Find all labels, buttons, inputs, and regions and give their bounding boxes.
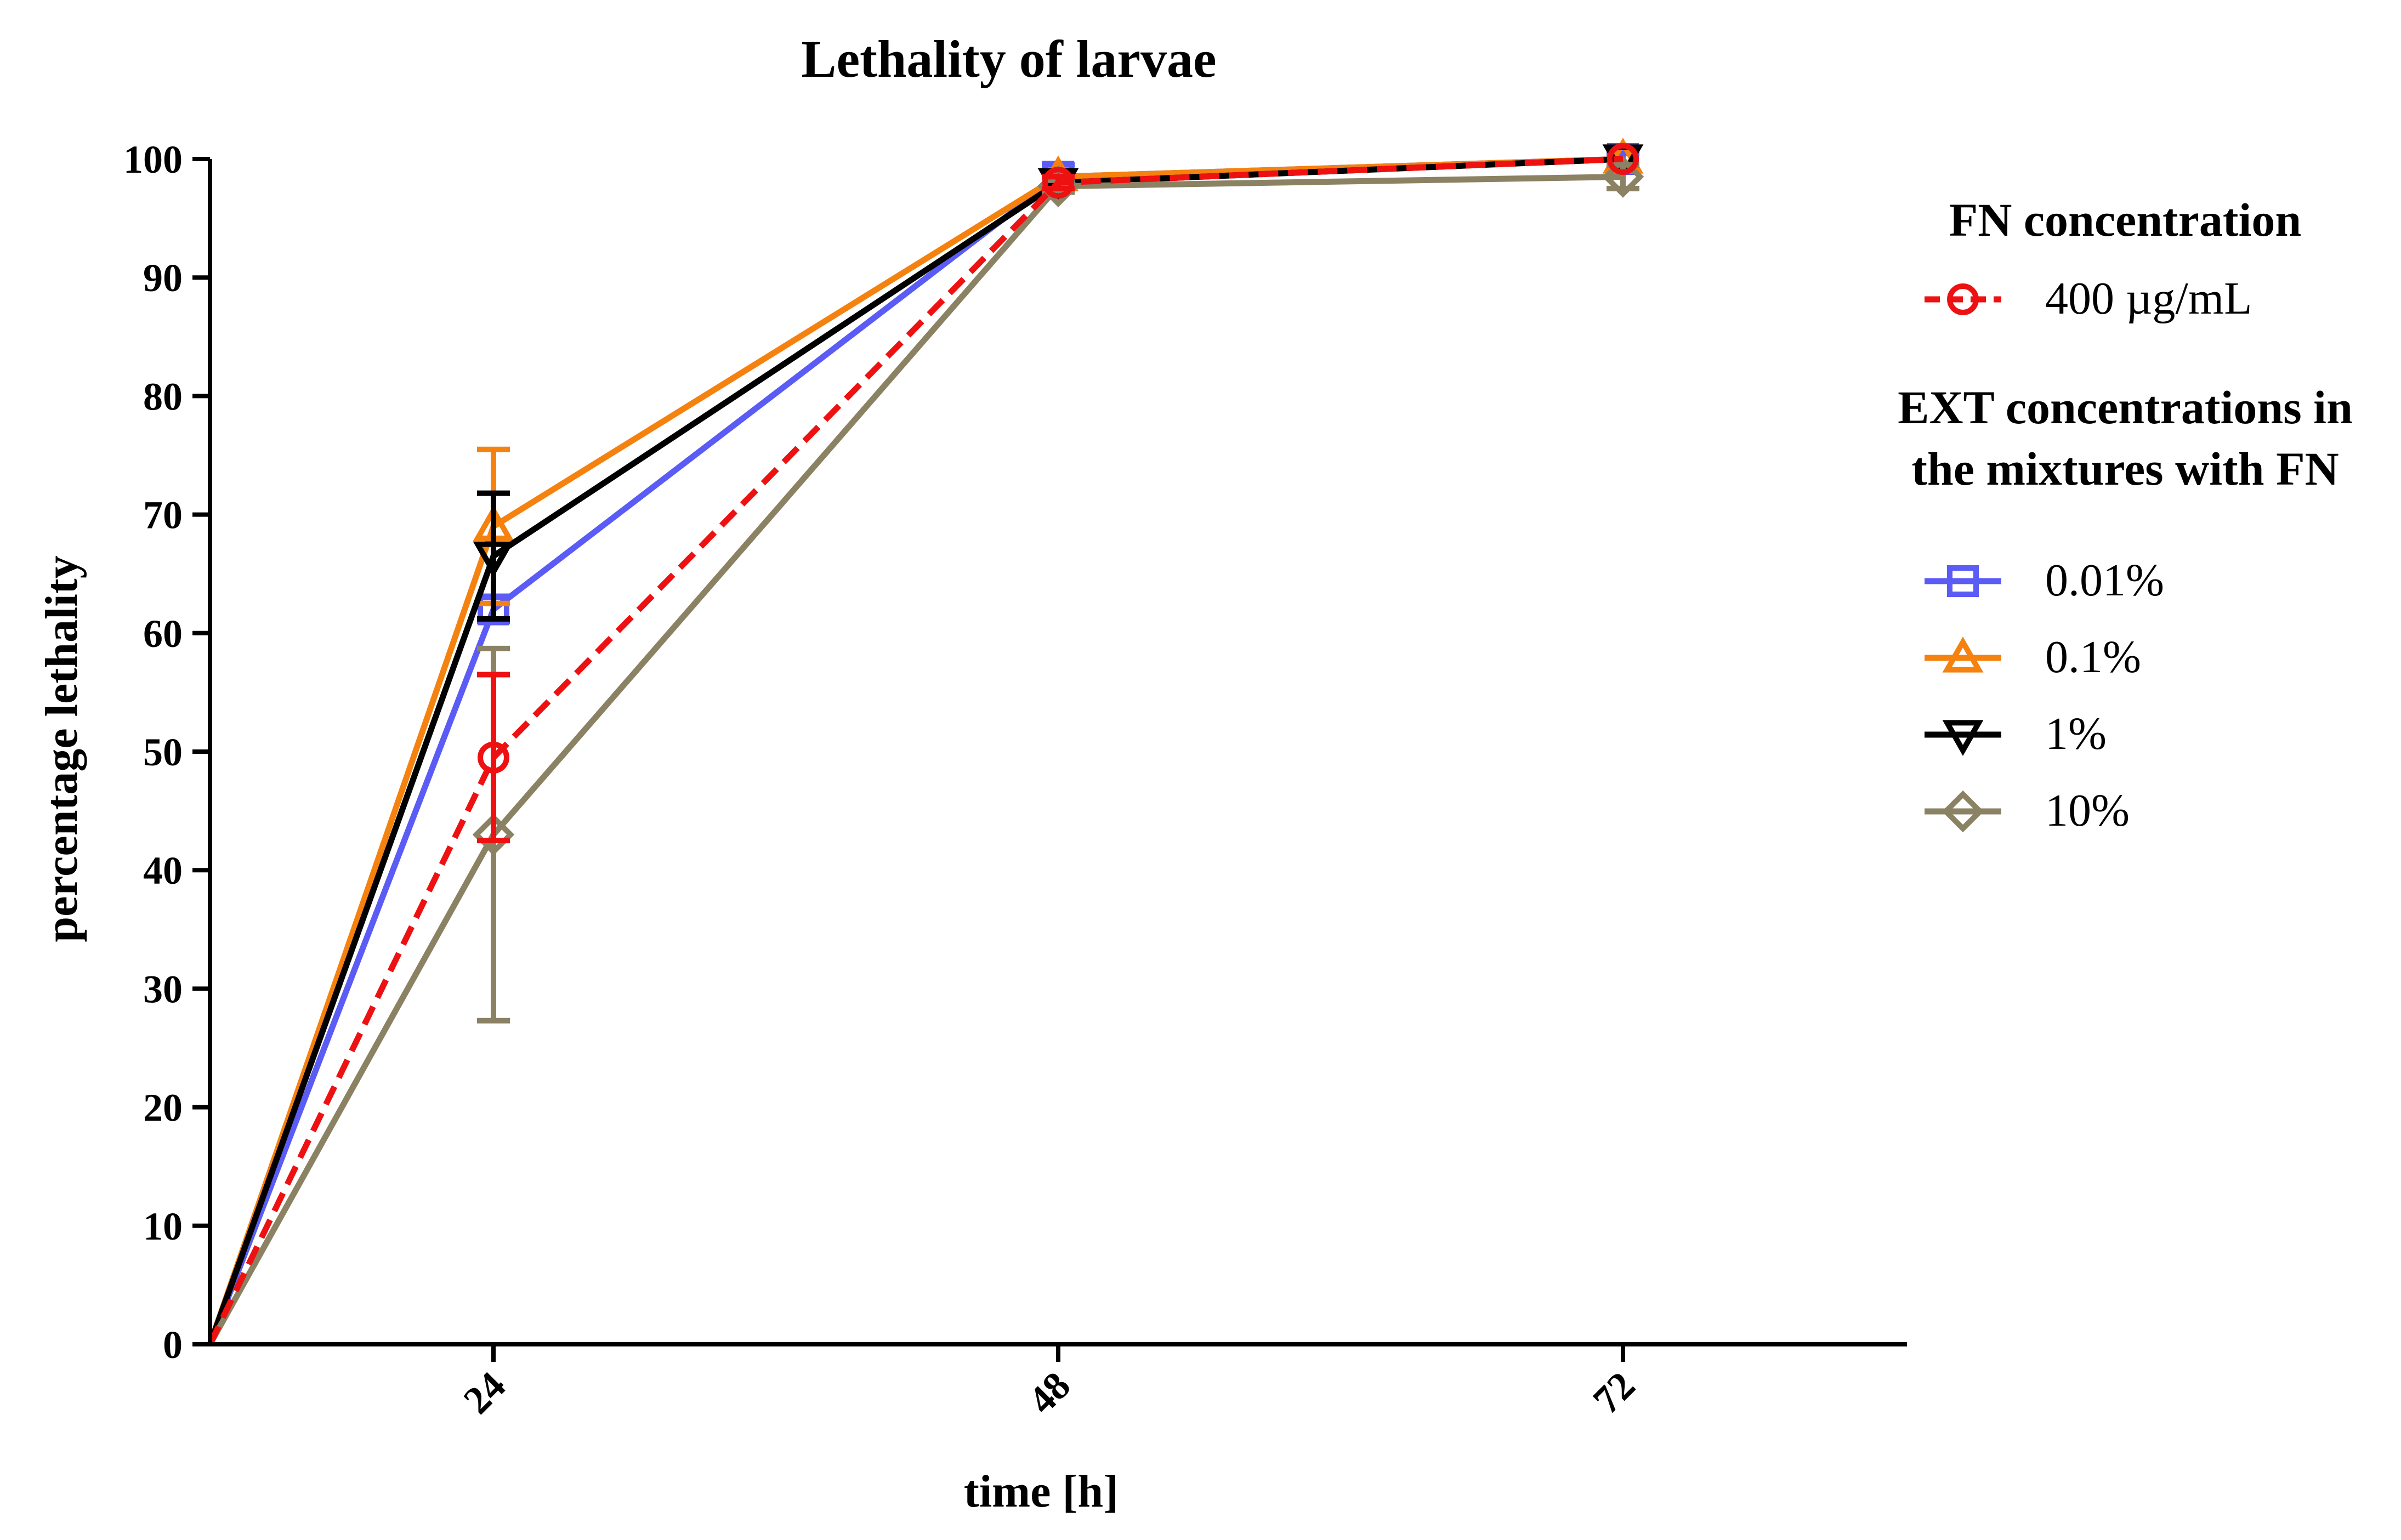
y-axis-title: percentage lethality xyxy=(36,555,87,942)
data-point xyxy=(473,541,514,578)
data-point xyxy=(472,814,515,856)
series-1% xyxy=(207,144,1644,1345)
legend-heading: EXT concentrations in xyxy=(1898,381,2353,434)
legend-heading: FN concentration xyxy=(1949,194,2301,246)
y-tick-label: 80 xyxy=(143,374,183,418)
legend-swatch-marker xyxy=(1947,565,1979,597)
y-tick-label: 60 xyxy=(143,612,183,656)
series-line xyxy=(207,156,1624,1346)
data-point xyxy=(1042,167,1074,199)
y-tick-label: 10 xyxy=(143,1204,183,1248)
data-point xyxy=(1607,143,1639,175)
series-line xyxy=(207,173,1624,1346)
legend-swatch-marker xyxy=(1947,283,1979,315)
y-tick-label: 50 xyxy=(143,730,183,774)
data-point xyxy=(478,741,509,774)
legend-swatch-marker xyxy=(1942,720,1984,756)
series-line xyxy=(207,156,1624,1345)
series-400 µg/mL xyxy=(207,143,1639,1346)
y-tick-label: 20 xyxy=(143,1086,183,1130)
legend-entry: 10% xyxy=(2045,785,2130,836)
legend-entry: 0.01% xyxy=(2045,555,2164,606)
y-tick-label: 0 xyxy=(163,1323,183,1367)
y-tick-label: 100 xyxy=(123,138,183,181)
legend-entry: 1% xyxy=(2045,708,2107,759)
x-axis-title: time [h] xyxy=(964,1466,1119,1517)
x-tick-label: 72 xyxy=(1585,1363,1643,1422)
legend-heading: the mixtures with FN xyxy=(1911,442,2339,495)
axes: 0 10 20 30 40 50 60 70 80 90 100 24 48 72 xyxy=(123,138,1907,1422)
x-tick-label: 24 xyxy=(455,1363,514,1422)
legend-entry: 0.1% xyxy=(2045,632,2141,683)
plot-area xyxy=(207,138,1644,1346)
y-tick-label: 40 xyxy=(143,849,183,893)
legend-swatch-marker xyxy=(1942,637,1984,673)
legend-swatch-marker xyxy=(1942,790,1984,833)
y-tick-label: 70 xyxy=(143,493,183,537)
y-tick-label: 90 xyxy=(143,256,183,300)
x-tick-label: 48 xyxy=(1020,1363,1079,1422)
data-point xyxy=(1602,156,1644,198)
legend-entry: 400 µg/mL xyxy=(2045,273,2252,324)
y-tick-label: 30 xyxy=(143,967,183,1011)
chart-title: Lethality of larvae xyxy=(801,30,1216,88)
legend: FN concentration 400 µg/mL EXT concentrati… xyxy=(1898,194,2353,836)
